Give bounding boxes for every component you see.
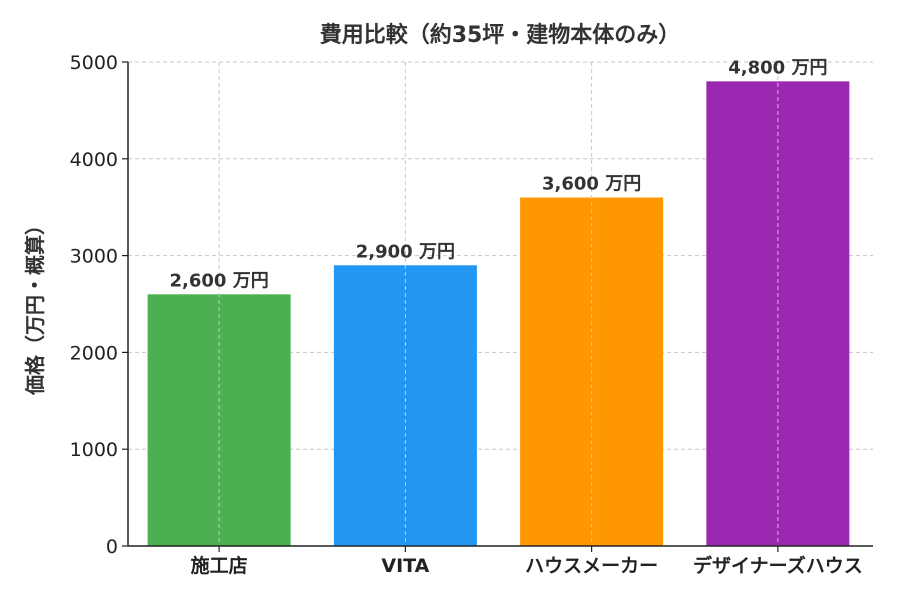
bars bbox=[147, 81, 850, 547]
data-label: 2,600 万円 bbox=[170, 270, 269, 291]
y-axis-label: 価格（万円・概算） bbox=[23, 215, 47, 396]
x-tick-label: ハウスメーカー bbox=[525, 555, 658, 577]
x-tick-label: デザイナーズハウス bbox=[693, 554, 863, 577]
data-label: 3,600 万円 bbox=[542, 174, 641, 195]
y-tick-label: 5000 bbox=[70, 52, 118, 74]
data-label: 2,900 万円 bbox=[356, 241, 455, 262]
axes bbox=[127, 62, 873, 547]
y-tick-label: 4000 bbox=[70, 149, 118, 171]
x-tick-label: VITA bbox=[381, 555, 429, 577]
y-axis-ticks: 0 1000 2000 3000 4000 5000 bbox=[70, 52, 128, 558]
y-tick-label: 3000 bbox=[70, 246, 118, 268]
data-label: 4,800 万円 bbox=[728, 57, 827, 78]
grid-lines bbox=[128, 61, 873, 450]
y-tick-label: 0 bbox=[106, 536, 118, 558]
y-tick-label: 2000 bbox=[70, 342, 118, 364]
x-axis-ticks: 施工店 VITA ハウスメーカー デザイナーズハウス bbox=[191, 546, 863, 577]
data-labels: 2,600 万円 2,900 万円 3,600 万円 4,800 万円 bbox=[170, 57, 828, 291]
x-tick-label: 施工店 bbox=[191, 554, 248, 577]
y-tick-label: 1000 bbox=[70, 439, 118, 461]
chart-title: 費用比較（約35坪・建物本体のみ） bbox=[320, 22, 681, 48]
